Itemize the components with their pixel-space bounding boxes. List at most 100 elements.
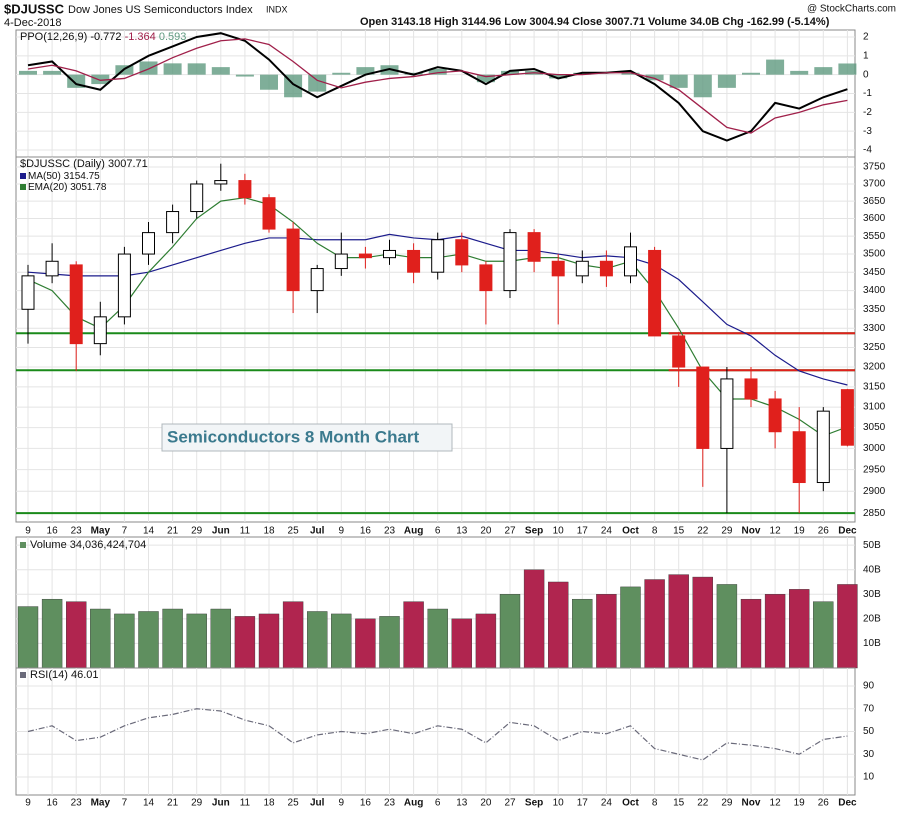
- legend-value: 3051.78: [70, 182, 107, 193]
- histogram-bar: [621, 72, 640, 75]
- histogram-bar: [476, 74, 495, 83]
- volume-bar: [740, 598, 762, 669]
- candle-body: [166, 211, 180, 234]
- candle-body: [792, 431, 806, 484]
- histogram-bar: [260, 74, 278, 90]
- candle-body: [624, 246, 637, 277]
- x-tick-label: 19: [794, 526, 806, 537]
- legend-name: EMA(20): [28, 182, 67, 193]
- series-line: [27, 38, 848, 134]
- histogram-bar: [163, 63, 182, 75]
- candle-body: [840, 389, 854, 446]
- x-tick-label: 14: [143, 798, 155, 809]
- volume-bar: [596, 594, 617, 669]
- y-tick-label: 70: [863, 703, 875, 714]
- volume-bar: [427, 608, 448, 669]
- candle-body: [334, 253, 348, 270]
- x-tick-label: 23: [71, 526, 83, 537]
- x-tick-label: Jul: [310, 798, 325, 809]
- volume-bar: [210, 608, 232, 669]
- histogram-bar: [549, 74, 568, 79]
- histogram-bar: [332, 72, 351, 75]
- volume-bar: [17, 606, 39, 669]
- y-tick-label: 3750: [863, 162, 886, 173]
- y-tick-label: 2900: [863, 486, 886, 497]
- volume-bar: [355, 618, 376, 669]
- x-tick-label: Jun: [212, 526, 230, 537]
- histogram-bar: [742, 72, 760, 75]
- y-tick-label: 3150: [863, 382, 886, 393]
- candle-body: [696, 366, 710, 449]
- x-tick-label: 12: [770, 798, 782, 809]
- y-tick-label: 3550: [863, 231, 886, 242]
- annotation-box: [161, 423, 453, 452]
- volume-bar: [499, 594, 521, 669]
- candle-body: [407, 249, 421, 273]
- y-tick-label: -4: [863, 145, 872, 156]
- candle-body: [720, 378, 734, 449]
- legend: Volume 34,036,424,704: [30, 539, 146, 551]
- x-tick-label: 7: [122, 526, 128, 537]
- x-tick-label: Jun: [212, 798, 230, 809]
- histogram-bar: [838, 63, 857, 75]
- volume-bar: [789, 589, 810, 669]
- y-tick-label: 3200: [863, 362, 886, 373]
- legend-value: -0.772: [90, 31, 121, 43]
- y-tick-label: 0: [863, 69, 869, 80]
- candle-body: [383, 249, 396, 259]
- candle-body: [190, 183, 204, 213]
- volume-bar: [307, 611, 328, 669]
- x-tick-label: Dec: [838, 798, 857, 809]
- histogram-bar: [187, 63, 206, 75]
- histogram-bar: [308, 74, 327, 92]
- histogram-bar: [211, 67, 230, 75]
- x-tick-label: Nov: [742, 798, 761, 809]
- x-tick-label: 21: [167, 798, 179, 809]
- x-tick-label: Aug: [404, 526, 423, 537]
- symbol: $DJUSSC: [4, 1, 65, 16]
- x-tick-label: 27: [504, 798, 516, 809]
- credit: @ StockCharts.com: [807, 4, 896, 15]
- candle-body: [238, 180, 252, 199]
- histogram-bar: [501, 70, 519, 75]
- x-tick-label: 13: [456, 526, 468, 537]
- x-tick-label: Sep: [525, 526, 543, 537]
- volume-bar: [186, 613, 207, 669]
- candle-body: [527, 232, 541, 262]
- x-tick-label: Jul: [310, 526, 325, 537]
- x-tick-label: 20: [480, 526, 492, 537]
- volume-bar: [41, 598, 63, 669]
- histogram-bar: [645, 74, 664, 81]
- volume-bar: [548, 581, 569, 669]
- candle-body: [310, 268, 324, 292]
- exchange: INDX: [266, 4, 288, 14]
- x-tick-label: Oct: [622, 526, 639, 537]
- x-tick-label: Aug: [404, 798, 423, 809]
- y-tick-label: 3100: [863, 402, 886, 413]
- histogram-bar: [43, 70, 62, 75]
- x-tick-label: 23: [384, 526, 396, 537]
- histogram-bar: [814, 67, 833, 75]
- histogram-bar: [356, 67, 375, 75]
- y-tick-label: 3700: [863, 179, 886, 190]
- x-tick-label: Sep: [525, 798, 543, 809]
- x-tick-label: 14: [143, 526, 155, 537]
- candle-body: [214, 180, 228, 185]
- histogram-bar: [693, 74, 712, 98]
- legend-title: PPO(12,26,9): [20, 31, 87, 43]
- date: 4-Dec-2018: [4, 17, 61, 29]
- legend: EMA(20) 3051.78: [28, 182, 107, 193]
- candle-body: [431, 239, 445, 273]
- x-tick-label: 25: [288, 526, 300, 537]
- volume-bar: [234, 616, 256, 669]
- y-tick-label: 3250: [863, 342, 886, 353]
- x-tick-label: 22: [697, 526, 709, 537]
- x-tick-label: 15: [673, 798, 685, 809]
- annotation: Semiconductors 8 Month Chart: [167, 427, 420, 446]
- x-tick-label: 9: [339, 526, 345, 537]
- x-tick-label: 13: [456, 798, 468, 809]
- y-tick-label: 10B: [863, 638, 881, 649]
- x-tick-label: 21: [167, 526, 179, 537]
- x-tick-label: 18: [263, 798, 275, 809]
